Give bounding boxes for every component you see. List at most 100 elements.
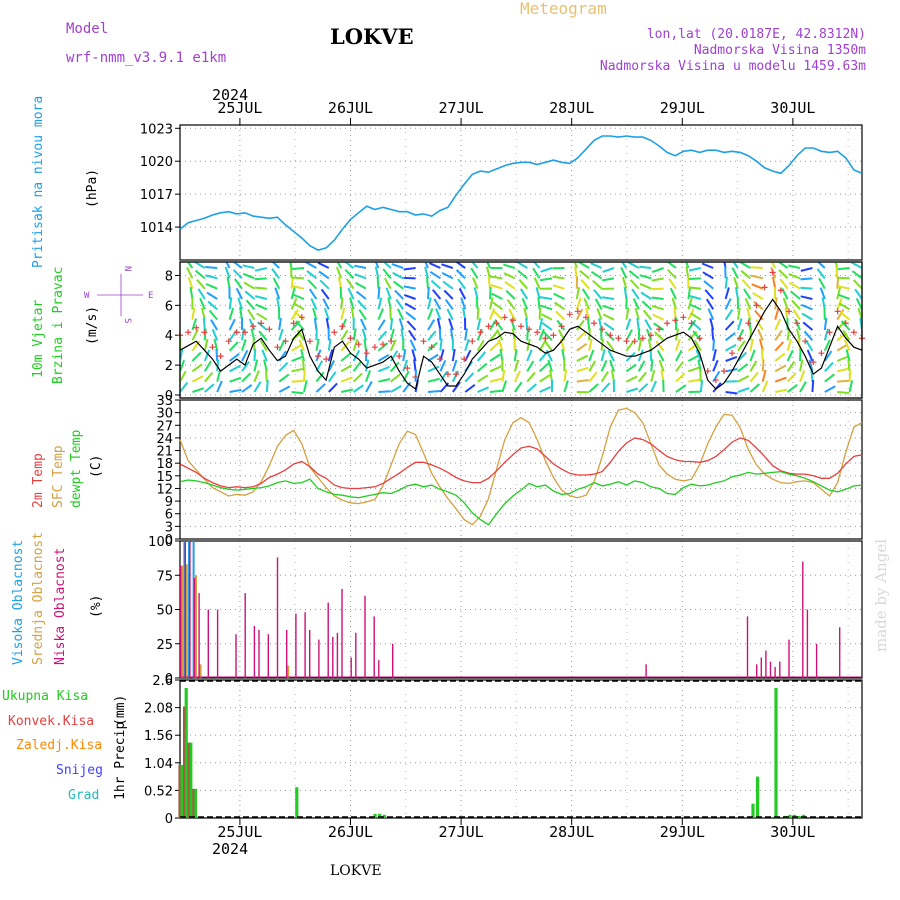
wind-arrow: [687, 286, 692, 300]
gust-mark: [599, 326, 606, 333]
low-cloud-bar: [341, 589, 343, 678]
wind-arrow: [526, 371, 536, 383]
wind-arrow: [241, 384, 253, 393]
wind-arrow: [353, 384, 364, 393]
wind-arrow: [620, 262, 628, 269]
wind-arrow: [688, 366, 701, 373]
gust-mark: [802, 338, 809, 345]
wind-arrow: [761, 369, 767, 382]
wind-arrow: [651, 267, 664, 274]
gust-mark: [509, 317, 516, 324]
wind-arrow: [192, 387, 205, 393]
wind-arrow: [451, 381, 461, 393]
gust-mark: [777, 287, 784, 294]
y-tick-label: 100: [148, 535, 173, 550]
wind-arrow: [786, 360, 796, 372]
wind-arrow: [413, 359, 417, 372]
gust-mark: [582, 314, 589, 321]
wind-arrow: [411, 349, 417, 362]
wind-arrow: [625, 340, 635, 352]
gust-mark: [785, 308, 792, 315]
wind-arrow: [291, 367, 304, 373]
wind-arrow: [476, 318, 482, 331]
y-tick-label: 6: [165, 508, 173, 523]
wind-arrow: [539, 296, 553, 300]
sfc-temp-line: [179, 407, 863, 526]
wind-arrow: [774, 307, 780, 320]
wind-arrow: [432, 289, 442, 300]
wind-arrow: [590, 270, 603, 280]
wind-arrow: [352, 328, 357, 341]
low-cloud-bar: [788, 639, 790, 678]
wind-arrow: [208, 309, 218, 321]
wind-arrow: [504, 280, 516, 290]
wind-arrow: [650, 369, 656, 382]
gust-mark: [453, 371, 460, 378]
wind-arrow: [390, 361, 400, 373]
wind-arrow: [242, 264, 255, 269]
wind-arrow: [295, 320, 305, 331]
wind-arrow: [625, 363, 637, 373]
coords-label: lon,lat (20.0187E, 42.8312N): [647, 27, 866, 42]
wind-arrow: [575, 308, 584, 321]
compass-n: N: [122, 266, 132, 271]
wind-arrow: [189, 286, 194, 300]
wind-arrow: [754, 309, 764, 321]
wind-arrow: [837, 379, 850, 383]
model-label: Model: [66, 21, 108, 37]
wind-arrow: [489, 297, 494, 310]
wind-arrow: [724, 287, 730, 300]
top-day-label: 28JUL: [549, 99, 594, 117]
gust-mark: [241, 329, 248, 336]
wind-arrow: [749, 349, 756, 362]
wind-arrow: [650, 380, 658, 393]
wind-arrow: [526, 338, 531, 351]
wind-arrow: [460, 297, 467, 310]
gust-mark: [656, 326, 663, 333]
wind-arrow: [383, 277, 392, 290]
wind-arrow: [455, 269, 466, 280]
wind-arrow: [203, 349, 211, 362]
wind-arrow: [707, 308, 715, 321]
wind-arrow: [244, 290, 256, 300]
wind-arrow: [489, 353, 501, 362]
wind-arrow: [382, 262, 392, 269]
wind-arrow: [861, 390, 862, 392]
wind-arrow: [861, 380, 862, 382]
gust-mark: [193, 324, 200, 331]
wind-arrow: [315, 371, 325, 383]
wind-arrow: [203, 328, 207, 341]
low-cloud-bar: [193, 578, 196, 678]
wind-arrow: [775, 388, 788, 393]
wind-arrow: [539, 386, 552, 393]
wind-arrow: [186, 267, 194, 279]
wind-arrow: [492, 301, 503, 311]
gust-mark: [274, 344, 281, 351]
gust-mark: [769, 269, 776, 276]
wind-arrow: [539, 277, 553, 282]
cloud-ylabel: Visoka Oblacnost: [11, 540, 26, 665]
wind-arrow: [272, 277, 281, 290]
wind-arrow: [576, 354, 589, 362]
conv-rain-bar: [178, 764, 181, 818]
wind-arrow: [799, 370, 806, 383]
wind-arrow: [848, 369, 852, 382]
wind-arrow: [802, 321, 814, 331]
wind-arrow: [403, 267, 416, 271]
wind-arrow: [439, 338, 443, 351]
wind-arrow: [549, 369, 553, 382]
temp-unit: (C): [89, 455, 104, 478]
wind-speed-line: [179, 298, 863, 391]
wind-arrow: [428, 262, 441, 269]
wind-arrow: [656, 350, 665, 362]
wind-arrow: [640, 291, 652, 300]
gust-mark: [696, 335, 703, 342]
gust-mark: [745, 320, 752, 327]
wind-arrow: [675, 372, 686, 383]
wind-arrow: [241, 361, 250, 372]
wind-arrow: [194, 269, 206, 280]
wind-arrow: [811, 379, 815, 393]
wind-arrow: [446, 308, 454, 321]
y-tick-label: 3: [165, 520, 173, 535]
gust-mark: [631, 338, 638, 345]
